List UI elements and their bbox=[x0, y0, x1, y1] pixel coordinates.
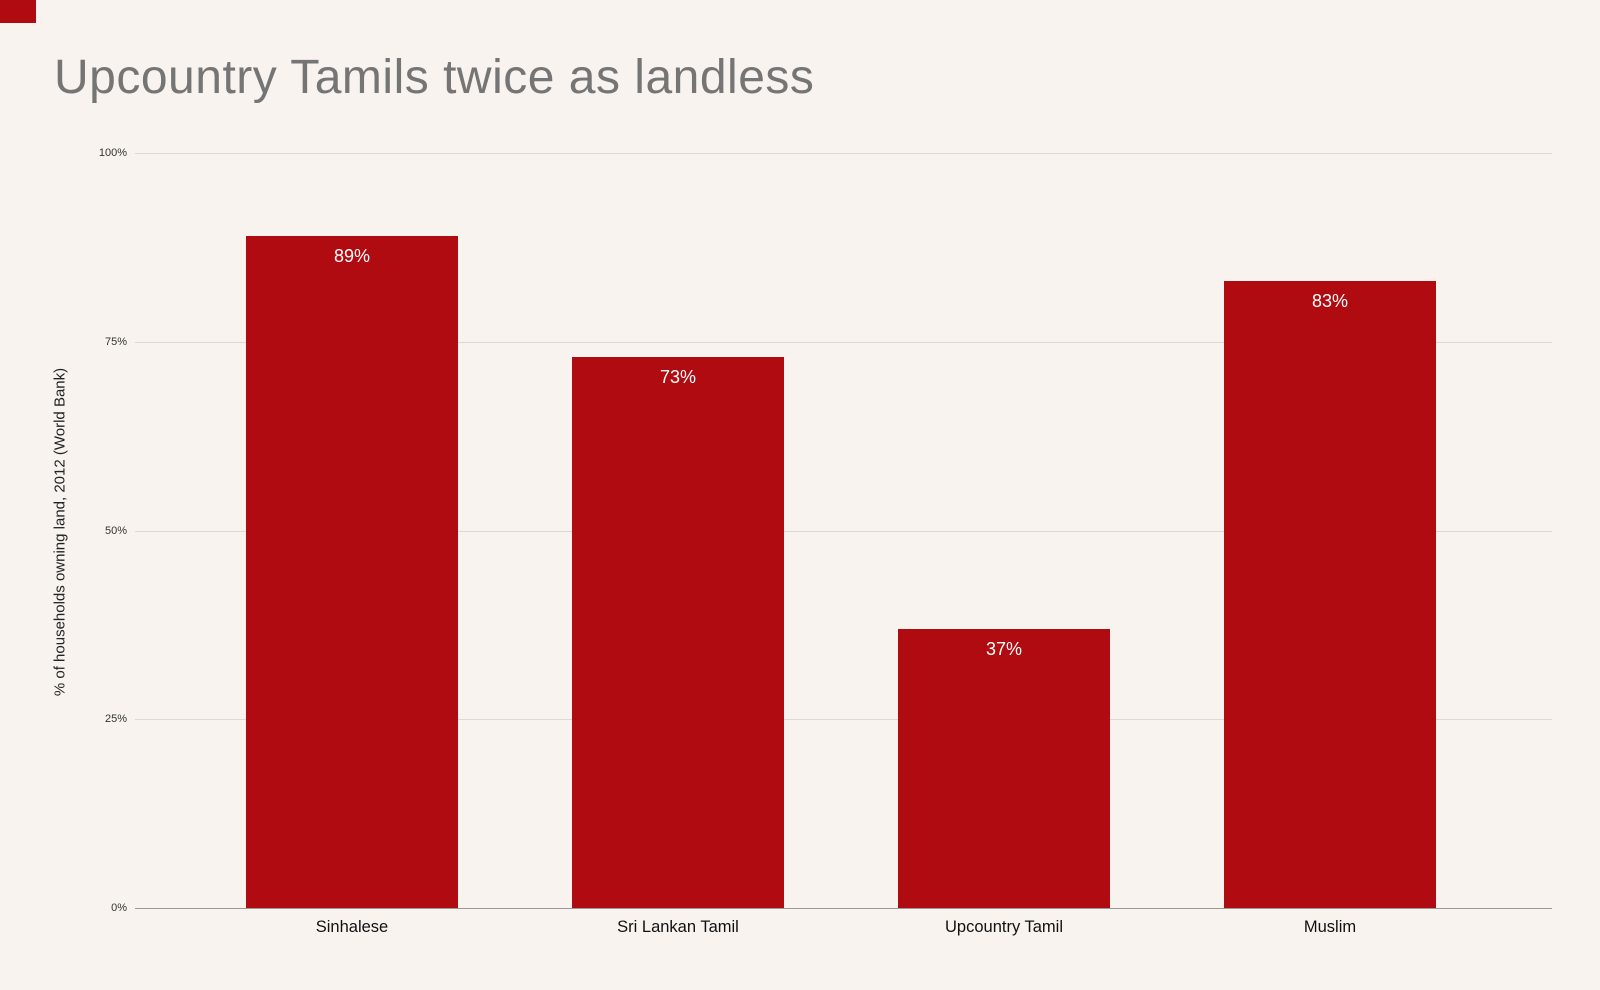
corner-accent-mark bbox=[0, 0, 36, 23]
gridline bbox=[135, 341, 1552, 343]
gridline bbox=[135, 153, 1552, 154]
x-category-label-sri-lankan-tamil: Sri Lankan Tamil bbox=[617, 918, 739, 936]
y-axis-title: % of households owning land, 2012 (World… bbox=[51, 367, 69, 697]
bar-value-label-muslim: 83% bbox=[1311, 291, 1349, 312]
x-axis-labels: Sinhalese Sri Lankan Tamil Upcountry Tamil… bbox=[189, 917, 1493, 938]
gridline bbox=[135, 530, 1552, 532]
x-axis-line bbox=[135, 908, 1552, 909]
y-tick-label-50: 50% bbox=[104, 524, 127, 537]
y-tick-label-75: 75% bbox=[104, 335, 127, 348]
gridlines-layer: 0% 25% 50% 75% 100% bbox=[99, 147, 1552, 914]
bar-value-label-upcountry-tamil: 37% bbox=[985, 638, 1023, 659]
gridline bbox=[135, 719, 1552, 721]
bar-sri-lankan-tamil: 73% bbox=[572, 356, 784, 908]
chart-title: Upcountry Tamils twice as landless bbox=[54, 51, 815, 104]
x-category-label-muslim: Muslim bbox=[1303, 918, 1357, 936]
bar-upcountry-tamil: 37% bbox=[898, 628, 1110, 908]
bar-column-muslim: 83% bbox=[1167, 153, 1493, 908]
bar-column-sri-lankan-tamil: 73% bbox=[515, 153, 841, 908]
x-category-label-sinhalese: Sinhalese bbox=[315, 918, 389, 936]
bars-layer: 89% 73% 37% 83% bbox=[189, 153, 1493, 908]
bar-sinhalese: 89% bbox=[246, 236, 458, 908]
y-tick-label-0: 0% bbox=[111, 902, 127, 914]
bar-muslim: 83% bbox=[1224, 281, 1436, 908]
bar-value-label-sri-lankan-tamil: 73% bbox=[659, 366, 697, 387]
y-tick-label-100: 100% bbox=[98, 147, 127, 159]
plot-area: 0% 25% 50% 75% 100% 89% 73% 37% 83% Sinhalese Sr… bbox=[99, 147, 1552, 936]
bar-column-sinhalese: 89% bbox=[189, 153, 515, 908]
bar-column-upcountry-tamil: 37% bbox=[841, 153, 1167, 908]
x-category-label-upcountry-tamil: Upcountry Tamil bbox=[945, 918, 1063, 936]
y-tick-label-25: 25% bbox=[104, 713, 127, 726]
bar-value-label-sinhalese: 89% bbox=[333, 246, 371, 267]
